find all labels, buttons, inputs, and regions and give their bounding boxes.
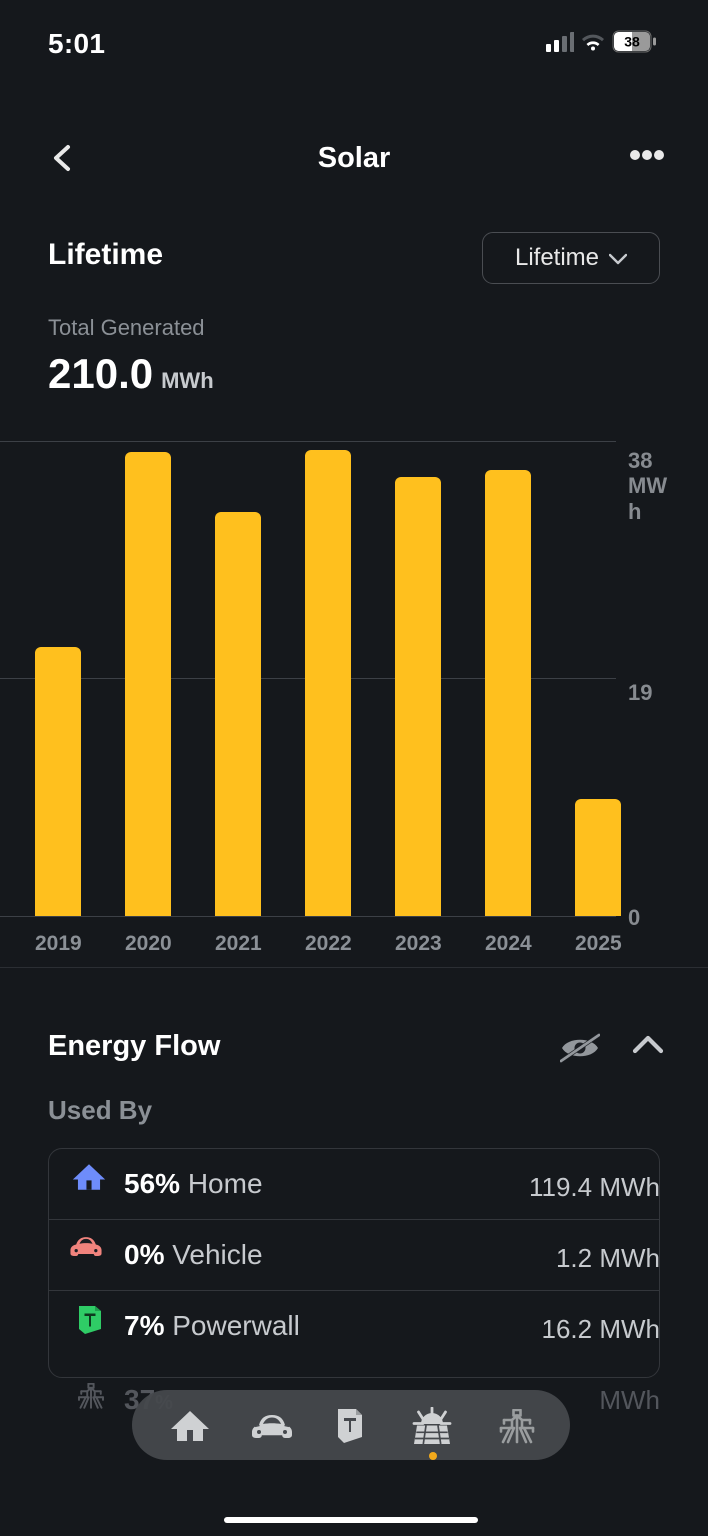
svg-text:38: 38: [624, 34, 640, 50]
